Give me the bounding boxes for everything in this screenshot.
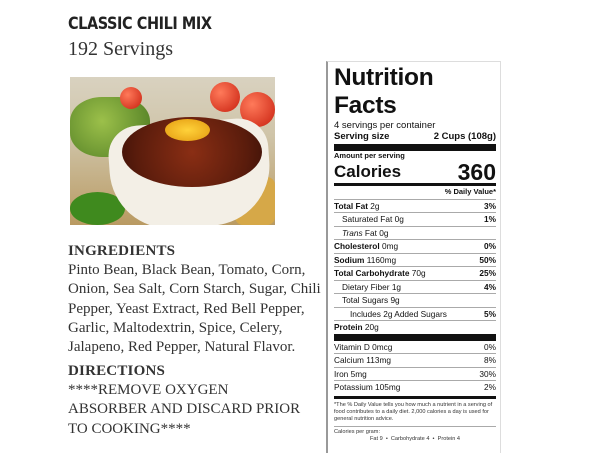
vitamin-label: Calcium 113mg <box>334 355 392 365</box>
vitamin-label: Iron 5mg <box>334 368 367 379</box>
calories-value: 360 <box>457 159 496 185</box>
nutrient-amount: 0mg <box>381 241 399 251</box>
product-title: CLASSIC CHILI MIX <box>68 14 212 34</box>
vitamin-dv: 0% <box>484 341 496 352</box>
ingredients-heading: INGREDIENTS <box>68 243 176 259</box>
nutrient-amount: 20g <box>364 322 379 332</box>
nutrient-label: Total Carbohydrate <box>334 268 410 278</box>
calories-per-gram: Fat 9 • Carbohydrate 4 • Protein 4 <box>369 435 461 442</box>
vitamin-label: Vitamin D 0mcg <box>334 341 393 352</box>
product-photo <box>70 77 275 225</box>
calories-per-gram-label: Calories per gram: <box>334 428 381 435</box>
servings-per-container: 4 servings per container <box>334 120 436 131</box>
nutrient-amount: 9g <box>390 295 400 305</box>
nutrient-label: Protein <box>334 322 363 332</box>
nutrient-dv: 0% <box>484 241 496 251</box>
nutrition-facts-label: Nutrition Facts 4 servings per container… <box>326 61 501 453</box>
nutrient-label: Total Fat <box>334 200 368 211</box>
nutrient-dv: 1% <box>484 214 496 224</box>
nutrient-label: Saturated Fat <box>342 214 393 224</box>
nutrient-dv: 3% <box>484 200 496 211</box>
vitamin-dv: 8% <box>484 355 496 365</box>
nutrient-dv: 50% <box>479 254 496 265</box>
servings-count: 192 Servings <box>68 38 173 60</box>
nutrient-label: Sodium <box>334 254 365 265</box>
nutrient-dv: 5% <box>484 308 496 319</box>
vitamin-label: Potassium 105mg <box>334 382 401 392</box>
nutrient-label: Dietary Fiber <box>342 281 390 292</box>
nutrient-label: Total Sugars <box>342 295 389 305</box>
footnote: *The % Daily Value tells you how much a … <box>334 395 496 423</box>
nutrient-label: Cholesterol <box>334 241 380 251</box>
nutrition-title: Nutrition Facts <box>334 64 434 119</box>
nutrient-amount: Fat 0g <box>364 227 389 238</box>
nutrient-amount: 1g <box>391 281 402 292</box>
nutrient-label: Includes 2g Added Sugars <box>350 308 447 319</box>
amount-per-serving: Amount per serving <box>334 144 496 161</box>
nutrient-amount: 0g <box>394 214 404 224</box>
ingredients-text: Pinto Bean, Black Bean, Tomato, Corn, On… <box>68 262 321 356</box>
nutrient-amount: 2g <box>370 200 380 211</box>
nutrient-dv: 4% <box>484 281 496 292</box>
vitamin-dv: 30% <box>479 368 496 379</box>
daily-value-header: % Daily Value* <box>334 183 496 199</box>
serving-size-value: 2 Cups (108g) <box>433 131 496 142</box>
calories-label: Calories <box>334 162 402 181</box>
directions-text: ****REMOVE OXYGEN ABSORBER AND DISCARD P… <box>68 382 301 437</box>
directions-heading: DIRECTIONS <box>68 363 166 379</box>
serving-size-label: Serving size <box>334 131 390 142</box>
nutrient-label: Trans <box>342 227 363 238</box>
nutrient-amount: 70g <box>411 268 426 278</box>
nutrient-amount: 1160mg <box>366 254 397 265</box>
vitamin-dv: 2% <box>484 382 496 392</box>
nutrient-dv: 25% <box>479 268 496 278</box>
